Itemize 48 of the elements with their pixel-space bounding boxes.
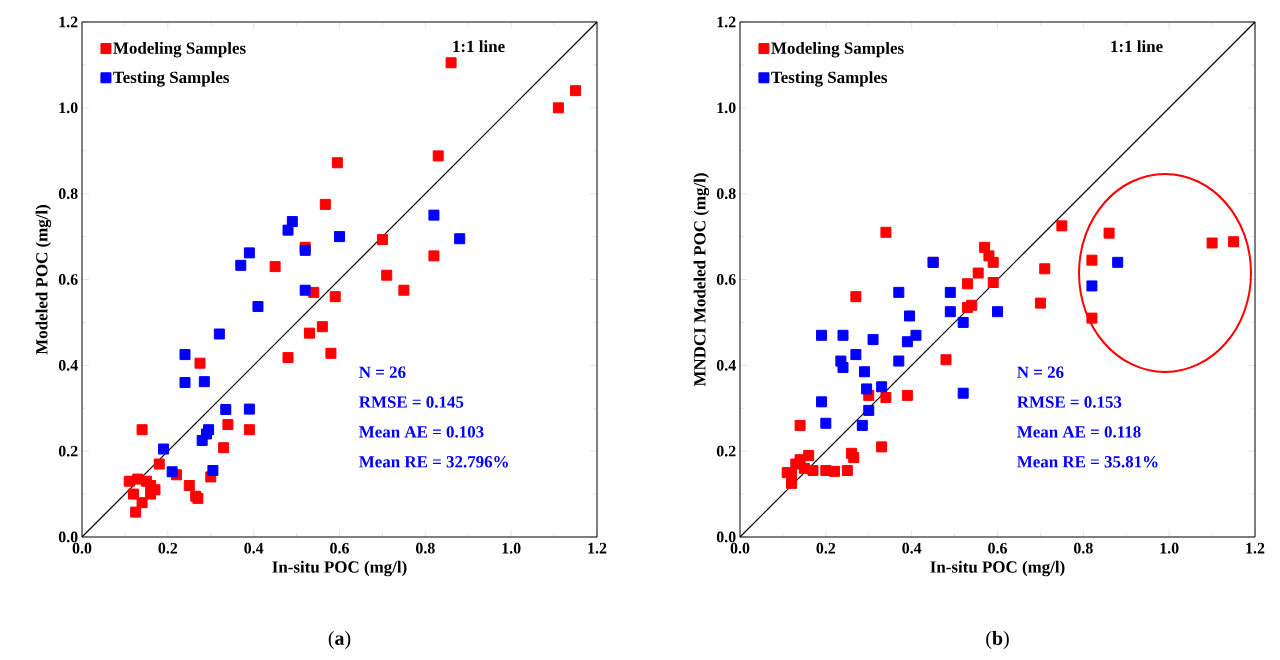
annotation: N = 26 [359,366,406,378]
legend-label: Modeling Samples [113,41,246,58]
y-tick-label: 0.8 [716,188,736,200]
y-tick-label: 0.2 [716,445,736,457]
y-axis-title: MNDCI Modeled POC (mg/l) [693,173,710,387]
annotation: Mean AE = 0.103 [359,426,484,438]
y-tick-label: 1.0 [59,102,78,114]
annotation: Mean RE = 32.796% [359,456,508,468]
annotation: RMSE = 0.145 [359,396,464,408]
y-tick-label: 0.4 [716,359,736,371]
x-tick-label: 0.8 [1073,542,1093,554]
x-tick-label: 0.6 [988,542,1007,554]
y-tick-label: 1.0 [717,102,736,114]
x-tick-label: 0.4 [244,542,264,554]
x-axis-title: In-situ POC (mg/l) [272,560,407,577]
legend-label: Testing Samples [771,71,888,87]
x-tick-label: 0.2 [816,542,836,554]
y-tick-label: 1.2 [717,16,736,28]
y-tick-label: 0.0 [58,531,78,543]
y-tick-label: 1.2 [59,16,78,28]
y-axis-title: Modeled POC (mg/l) [35,204,52,355]
annotation: Mean RE = 35.81% [1017,456,1158,468]
x-tick-label: 0.0 [730,542,750,554]
x-tick-label: 1.0 [1160,542,1179,554]
y-tick-label: 0.4 [58,359,78,371]
x-tick-label: 0.4 [902,542,922,554]
x-tick-label: 1.2 [588,542,607,554]
x-tick-label: 0.8 [415,542,435,554]
y-tick-label: 0.8 [58,188,78,200]
annotation: RMSE = 0.153 [1017,396,1122,408]
text: (b) [986,630,1009,650]
y-tick-label: 0.6 [58,274,78,285]
annotation: 1:1 line [453,40,505,53]
legend-label: Modeling Samples [771,41,904,58]
y-tick-label: 0.6 [716,274,736,285]
x-axis-title: In-situ POC (mg/l) [930,560,1065,577]
x-tick-label: 1.2 [1246,542,1265,554]
annotation: 1:1 line [1111,40,1163,53]
y-tick-label: 0.2 [58,445,78,457]
annotation: N = 26 [1017,366,1064,378]
y-tick-label: 0.0 [716,531,736,543]
annotation: Mean AE = 0.118 [1017,426,1141,438]
x-tick-label: 1.0 [502,542,521,554]
x-tick-label: 0.0 [72,542,92,554]
legend-label: Testing Samples [113,71,230,87]
x-tick-label: 0.6 [330,542,349,554]
x-tick-label: 0.2 [158,542,178,554]
text: (a) [328,630,351,650]
